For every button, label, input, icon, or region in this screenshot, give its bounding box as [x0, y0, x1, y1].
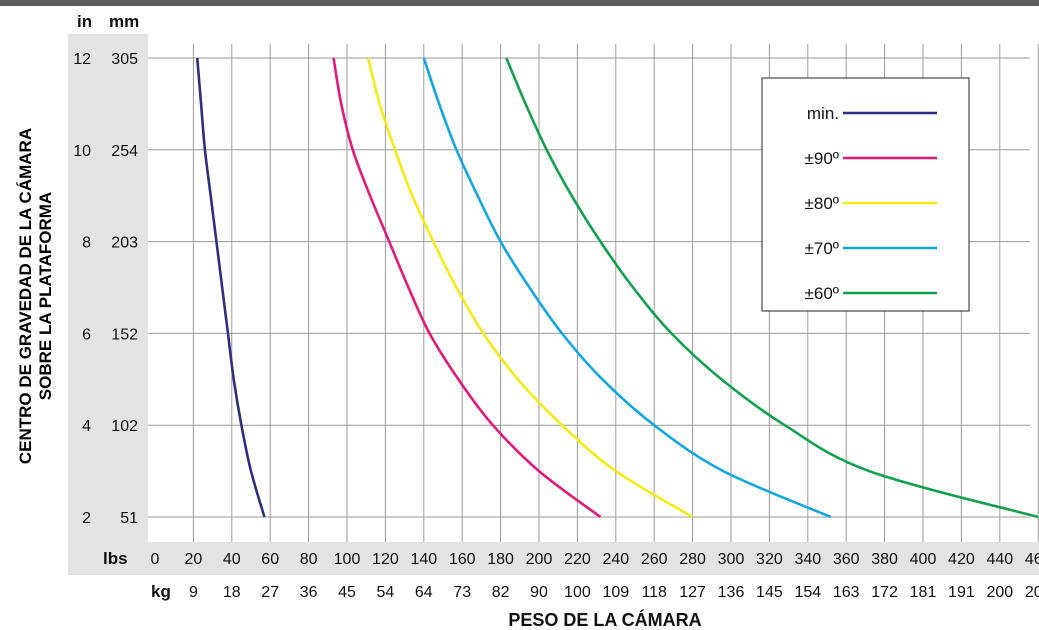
- x-ticks: 0 20 40 60 80 100 120 140 160 180 200 220 240 260 280 3…: [151, 551, 1039, 601]
- series-line: [422, 57, 832, 519]
- y-tick-in: 2: [82, 510, 91, 527]
- x-tick-kg: 209: [1025, 584, 1039, 601]
- x-unit-lbs: lbs: [103, 549, 128, 568]
- x-axis-band: [68, 542, 1039, 575]
- unit-header-in: in: [77, 12, 92, 31]
- x-tick-lbs: 120: [372, 551, 399, 568]
- top-bar: [0, 0, 1039, 6]
- x-tick-kg: 90: [530, 584, 548, 601]
- y-tick-in: 4: [82, 418, 91, 435]
- x-tick-lbs: 320: [756, 551, 783, 568]
- x-tick-lbs: 0: [151, 551, 160, 568]
- y-tick-mm: 102: [111, 418, 138, 435]
- y-tick-mm: 203: [111, 235, 138, 252]
- x-tick-lbs: 160: [449, 551, 476, 568]
- x-tick-kg: 73: [453, 584, 471, 601]
- x-tick-lbs: 460: [1025, 551, 1039, 568]
- x-tick-lbs: 340: [794, 551, 821, 568]
- x-tick-kg: 145: [756, 584, 783, 601]
- y-ticks: 12 305 10 254 8 203 6 152 4 102 2 51: [73, 51, 138, 527]
- legend-label: min.: [807, 104, 839, 123]
- legend-label: ±90º: [805, 149, 839, 168]
- x-tick-kg: 118: [641, 584, 667, 601]
- y-tick-in: 12: [73, 51, 91, 68]
- series-lines: [195, 57, 1039, 519]
- x-tick-kg: 54: [377, 584, 395, 601]
- x-tick-kg: 109: [602, 584, 629, 601]
- x-tick-kg: 18: [223, 584, 241, 601]
- x-tick-kg: 45: [338, 584, 356, 601]
- x-tick-lbs: 380: [871, 551, 898, 568]
- x-tick-lbs: 180: [487, 551, 514, 568]
- x-tick-lbs: 280: [679, 551, 706, 568]
- x-tick-lbs: 300: [718, 551, 745, 568]
- x-tick-lbs: 440: [986, 551, 1013, 568]
- x-tick-lbs: 40: [223, 551, 241, 568]
- x-tick-kg: 163: [833, 584, 860, 601]
- x-tick-kg: 64: [415, 584, 433, 601]
- x-tick-kg: 181: [910, 584, 937, 601]
- x-tick-lbs: 100: [334, 551, 361, 568]
- x-tick-kg: 172: [871, 584, 898, 601]
- x-tick-kg: 127: [679, 584, 706, 601]
- y-tick-mm: 152: [111, 326, 138, 343]
- legend: min. ±90º ±80º ±70º ±60º: [761, 77, 970, 312]
- x-tick-kg: 27: [261, 584, 279, 601]
- legend-box: [761, 77, 970, 312]
- x-tick-kg: 154: [794, 584, 821, 601]
- x-tick-kg: 100: [564, 584, 591, 601]
- x-tick-lbs: 220: [564, 551, 591, 568]
- series-line: [505, 57, 1039, 519]
- x-tick-lbs: 60: [261, 551, 279, 568]
- x-tick-lbs: 240: [602, 551, 629, 568]
- x-tick-lbs: 360: [833, 551, 860, 568]
- x-tick-lbs: 140: [410, 551, 437, 568]
- legend-label: ±60º: [805, 284, 839, 303]
- y-tick-mm: 305: [111, 51, 138, 68]
- y-tick-in: 8: [82, 235, 91, 252]
- y-tick-in: 10: [73, 143, 91, 160]
- x-unit-kg: kg: [151, 582, 171, 601]
- x-tick-lbs: 20: [185, 551, 203, 568]
- x-tick-lbs: 200: [526, 551, 553, 568]
- unit-header-mm: mm: [109, 12, 139, 31]
- legend-label: ±80º: [805, 194, 839, 213]
- y-tick-mm: 254: [111, 143, 138, 160]
- x-tick-kg: 136: [718, 584, 745, 601]
- x-axis-title: PESO DE LA CÁMARA: [508, 609, 701, 630]
- y-axis-band: [68, 34, 148, 542]
- x-tick-kg: 200: [986, 584, 1013, 601]
- x-tick-lbs: 260: [641, 551, 668, 568]
- x-tick-lbs: 400: [910, 551, 937, 568]
- x-tick-kg: 36: [300, 584, 318, 601]
- y-tick-mm: 51: [120, 510, 138, 527]
- x-tick-kg: 191: [948, 584, 975, 601]
- series-line: [332, 57, 602, 519]
- series-line: [195, 57, 266, 518]
- legend-label: ±70º: [805, 239, 839, 258]
- x-tick-kg: 82: [492, 584, 510, 601]
- y-tick-in: 6: [82, 326, 91, 343]
- x-tick-lbs: 80: [300, 551, 318, 568]
- series-line: [366, 57, 694, 519]
- x-tick-kg: 9: [189, 584, 198, 601]
- x-tick-lbs: 420: [948, 551, 975, 568]
